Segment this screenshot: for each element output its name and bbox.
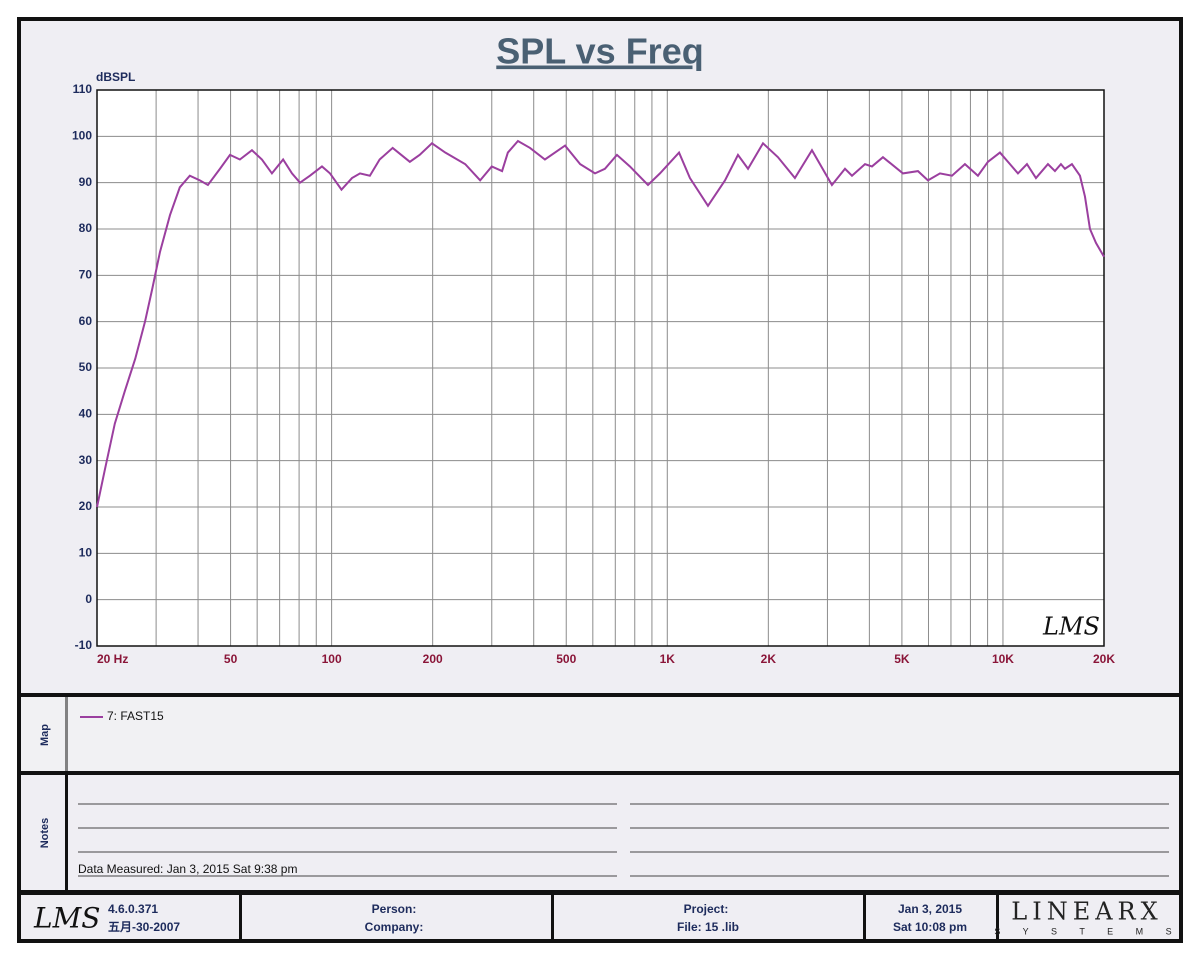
notes-label: Notes bbox=[39, 818, 51, 849]
version: 4.6.0.371 bbox=[108, 902, 158, 916]
x-tick-label: 1K bbox=[660, 652, 676, 666]
y-tick-label: 30 bbox=[79, 453, 93, 467]
divider bbox=[19, 693, 1181, 697]
y-tick-label: 90 bbox=[79, 175, 93, 189]
file: File: 15 .lib bbox=[677, 920, 739, 934]
x-tick-label: 200 bbox=[423, 652, 443, 666]
time: Sat 10:08 pm bbox=[893, 920, 967, 934]
map-panel bbox=[21, 697, 1179, 771]
brand: LINEARX bbox=[1011, 898, 1162, 926]
y-tick-label: 80 bbox=[79, 221, 93, 235]
y-axis-label: dBSPL bbox=[96, 70, 135, 84]
y-tick-label: 0 bbox=[85, 592, 92, 606]
y-tick-label: 110 bbox=[73, 82, 93, 96]
x-tick-label: 20K bbox=[1093, 652, 1115, 666]
chart-title: SPL vs Freq bbox=[496, 31, 703, 72]
divider bbox=[65, 697, 68, 890]
y-tick-label: 20 bbox=[79, 499, 93, 513]
divider bbox=[19, 890, 1181, 895]
note-lines bbox=[78, 803, 1169, 877]
x-tick-label: 2K bbox=[761, 652, 777, 666]
x-tick-label: 100 bbox=[322, 652, 342, 666]
y-tick-label: 60 bbox=[79, 314, 93, 328]
series-line bbox=[96, 139, 1105, 508]
plot-border bbox=[96, 89, 1105, 647]
measured-note: Data Measured: Jan 3, 2015 Sat 9:38 pm bbox=[78, 862, 297, 876]
project: Project: bbox=[684, 902, 729, 916]
map-label: Map bbox=[39, 724, 51, 746]
divider bbox=[19, 771, 1181, 775]
y-tick-label: 50 bbox=[79, 360, 93, 374]
build-date: 五月-30-2007 bbox=[108, 920, 180, 934]
y-tick-label: 100 bbox=[72, 129, 92, 143]
divider bbox=[551, 895, 554, 941]
y-tick-label: 40 bbox=[79, 407, 93, 421]
x-tick-label: 500 bbox=[556, 652, 576, 666]
x-tick-label: 50 bbox=[224, 652, 238, 666]
x-tick-label: 10K bbox=[992, 652, 1014, 666]
plot-logo: LMS bbox=[1042, 613, 1100, 641]
y-tick-label: -10 bbox=[75, 638, 93, 652]
legend-label: 7: FAST15 bbox=[107, 709, 164, 723]
person: Person: bbox=[372, 902, 417, 916]
y-tick-label: 10 bbox=[79, 546, 93, 560]
x-tick-label: 5K bbox=[894, 652, 910, 666]
date: Jan 3, 2015 bbox=[898, 902, 962, 916]
x-tick-label: 20 Hz bbox=[97, 652, 128, 666]
divider bbox=[239, 895, 242, 941]
divider bbox=[863, 895, 866, 941]
company: Company: bbox=[365, 920, 424, 934]
footer-logo: LMS bbox=[33, 902, 100, 935]
brand-sub: S Y S T E M S bbox=[994, 926, 1181, 936]
y-tick-label: 70 bbox=[79, 268, 93, 282]
divider bbox=[996, 895, 999, 941]
